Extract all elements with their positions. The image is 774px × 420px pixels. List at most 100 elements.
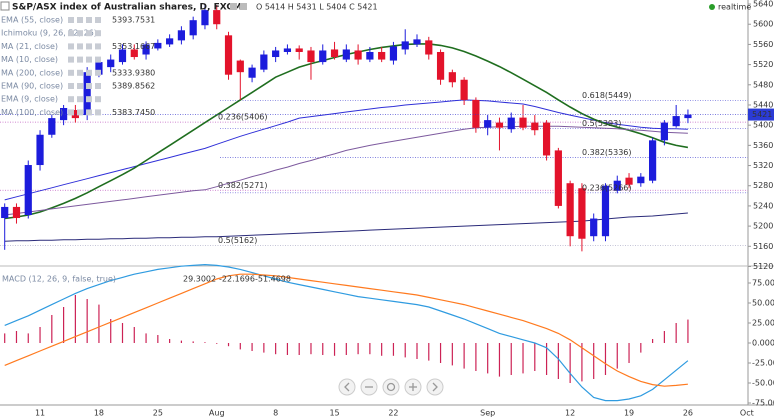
- macd-line: [4, 273, 688, 387]
- legend-icon[interactable]: [68, 109, 74, 116]
- legend-icon[interactable]: [68, 17, 74, 23]
- x-tick-label: 15: [329, 409, 339, 418]
- legend-icon[interactable]: [95, 69, 101, 76]
- y-tick-label: 5480: [753, 80, 773, 89]
- collapse-button[interactable]: [0, 1, 10, 11]
- x-tick-label: 22: [388, 409, 398, 418]
- legend-icon[interactable]: [95, 30, 101, 37]
- y-tick-label: 5600: [753, 20, 773, 29]
- legend-icon[interactable]: [86, 83, 92, 89]
- candle-body: [519, 117, 527, 128]
- candle-body: [590, 218, 598, 237]
- legend-icon[interactable]: [77, 109, 83, 116]
- legend-icon[interactable]: [86, 69, 92, 76]
- legend-icon[interactable]: [86, 56, 92, 63]
- nav-buttons: [338, 378, 444, 396]
- y-tick-label: -75.000: [752, 399, 774, 408]
- x-tick-label: 25: [153, 409, 163, 418]
- legend-name: MA (100, close): [1, 108, 63, 117]
- last-price-box: [748, 108, 774, 121]
- x-tick-label: Sep: [480, 409, 495, 418]
- legend-icon[interactable]: [68, 83, 74, 89]
- legend-icon[interactable]: [77, 43, 83, 50]
- candle-body: [177, 30, 185, 41]
- legend-icon[interactable]: [77, 56, 83, 63]
- legend-icon[interactable]: [86, 17, 92, 23]
- x-tick-label: 11: [35, 409, 45, 418]
- legend-icon[interactable]: [68, 96, 74, 103]
- legend-name: MA (200, close): [1, 68, 63, 77]
- legend-icon[interactable]: [86, 30, 92, 37]
- status-dot: [709, 4, 715, 10]
- y-tick-label: 5120: [753, 262, 773, 271]
- legend-icons: [68, 43, 101, 50]
- indicator-line: [4, 212, 688, 242]
- macd-legend-value: -22.1696: [219, 275, 255, 284]
- legend-icons: [68, 17, 101, 23]
- candle-body: [36, 134, 44, 166]
- y-tick-label: 0.0000: [752, 339, 774, 348]
- legend-value: 5393.7531: [112, 16, 155, 25]
- legend-icon[interactable]: [95, 43, 101, 50]
- candle-body: [283, 48, 292, 52]
- x-tick-label: 19: [624, 409, 634, 418]
- candle-body: [107, 59, 115, 68]
- indicator-line: [4, 125, 688, 216]
- candle-body: [436, 51, 445, 80]
- candle-body: [649, 140, 657, 181]
- x-tick-label: Aug: [209, 409, 225, 418]
- candle-body: [672, 116, 680, 127]
- legend-icon[interactable]: [77, 83, 83, 89]
- legend-icon[interactable]: [86, 109, 92, 116]
- x-tick-label: 18: [94, 409, 104, 418]
- candle-body: [330, 49, 339, 58]
- level-label: 0.5(5162): [218, 236, 257, 245]
- legend-icon[interactable]: [77, 17, 83, 23]
- x-tick-label: Oct: [740, 409, 754, 418]
- legend-icon[interactable]: [68, 43, 74, 50]
- macd-legend-value: 29.3002: [183, 275, 216, 284]
- candle-body: [166, 38, 174, 45]
- legend-icon[interactable]: [68, 30, 74, 37]
- level-label: 0.382(5271): [218, 181, 268, 190]
- candle-body: [625, 177, 633, 185]
- candle-body: [495, 122, 504, 128]
- candle-body: [378, 51, 386, 60]
- last-price-label: 5421: [752, 110, 772, 119]
- candle-body: [319, 50, 327, 63]
- y-tick-label: 50.000: [752, 299, 774, 308]
- y-tick-label: 5440: [753, 100, 773, 109]
- legend-icon[interactable]: [68, 69, 74, 76]
- legend-icon[interactable]: [86, 43, 92, 50]
- status-text: realtime: [718, 3, 751, 12]
- candle-body: [272, 50, 280, 58]
- candle-body: [248, 67, 256, 78]
- legend-icon[interactable]: [95, 83, 101, 89]
- ohlc-text: O 5414 H 5431 L 5404 C 5421: [256, 3, 378, 12]
- legend-icons: [68, 56, 101, 63]
- legend-icon[interactable]: [77, 30, 83, 37]
- scroll-right[interactable]: [426, 378, 444, 396]
- header-icons: [230, 3, 247, 10]
- candle-body: [24, 165, 32, 216]
- level-label: 0.236(5266): [582, 183, 632, 192]
- legend-icon[interactable]: [77, 96, 83, 103]
- level-label: 0.618(5449): [582, 91, 632, 100]
- legend-icon[interactable]: [95, 96, 101, 103]
- legend-icon[interactable]: [95, 56, 101, 63]
- legend-icon[interactable]: [77, 69, 83, 76]
- legend-name: MA (21, close): [1, 42, 58, 51]
- legend-icon[interactable]: [95, 109, 101, 116]
- candle-body: [460, 79, 468, 100]
- reset[interactable]: [382, 378, 400, 396]
- legend-icon[interactable]: [86, 96, 92, 103]
- indicator-line: [4, 99, 688, 201]
- scroll-left[interactable]: [338, 378, 356, 396]
- legend-icon[interactable]: [95, 17, 101, 23]
- candle-body: [637, 176, 645, 184]
- level-label: 0.382(5336): [582, 148, 632, 157]
- legend-icon[interactable]: [68, 56, 74, 63]
- plot: [0, 4, 748, 402]
- candle-body: [660, 122, 668, 141]
